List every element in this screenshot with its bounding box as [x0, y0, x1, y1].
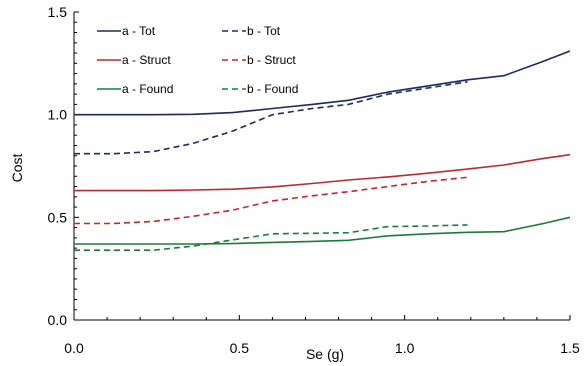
- x-tick-label: 0.0: [64, 340, 84, 356]
- y-tick-label: 1.0: [48, 107, 68, 123]
- legend-label-1: b - Tot: [247, 24, 281, 38]
- series-line-0: [74, 50, 571, 116]
- y-tick-label: 0.5: [48, 209, 68, 225]
- x-tick-label: 1.5: [560, 340, 580, 356]
- series-line-4: [74, 216, 571, 245]
- y-tick-label: 0.0: [48, 312, 68, 328]
- series-line-5: [74, 224, 468, 251]
- legend-label-2: a - Struct: [122, 53, 171, 67]
- legend: a - Tot b - Tot a - Struct b - Struct a - Fo…: [97, 24, 298, 96]
- legend-label-5: b - Found: [247, 82, 298, 96]
- series-line-2: [74, 153, 571, 192]
- legend-label-4: a - Found: [122, 82, 173, 96]
- legend-label-3: b - Struct: [247, 53, 296, 67]
- y-axis-title: Cost: [9, 154, 25, 183]
- x-tick-label: 0.5: [230, 340, 250, 356]
- y-tick-label: 1.5: [48, 4, 68, 20]
- x-tick-label: 1.0: [395, 340, 415, 356]
- legend-label-0: a - Tot: [122, 24, 156, 38]
- x-axis-title: Se (g): [306, 346, 344, 362]
- series-line-3: [74, 176, 468, 225]
- series-line-1: [74, 81, 468, 155]
- plot-series: [74, 50, 571, 251]
